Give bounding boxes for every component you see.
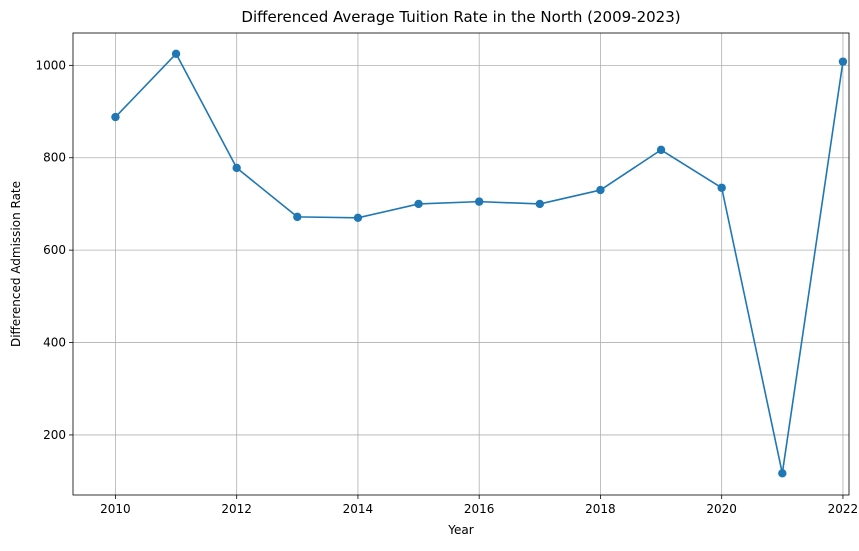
series-layer <box>111 49 848 478</box>
data-point <box>353 213 363 222</box>
x-tick-label: 2022 <box>828 502 859 516</box>
data-point <box>414 199 423 209</box>
y-tick-label: 1000 <box>35 58 66 72</box>
y-tick-label: 400 <box>43 336 66 350</box>
data-point <box>293 212 302 222</box>
grid-layer <box>73 33 849 495</box>
x-tick-label: 2020 <box>706 502 737 516</box>
y-tick-label: 800 <box>43 151 66 165</box>
data-point <box>838 57 848 66</box>
data-point <box>656 145 666 155</box>
plot-frame <box>72 32 850 496</box>
data-point <box>717 183 726 192</box>
data-point <box>232 163 241 173</box>
data-point <box>778 469 787 478</box>
y-axis-label: Differenced Admission Rate <box>9 181 23 347</box>
x-tick-label: 2010 <box>100 502 131 516</box>
ticks-layer: 2010 2012 2014 2016 2018 2020 2022 200 400 600 800… <box>35 58 858 516</box>
data-point <box>596 185 605 195</box>
data-point <box>171 49 181 58</box>
data-point <box>474 197 484 206</box>
x-tick-label: 2018 <box>585 502 616 516</box>
data-point <box>111 112 120 122</box>
chart-title: Differenced Average Tuition Rate in the … <box>241 8 680 26</box>
x-tick-label: 2016 <box>464 502 495 516</box>
x-axis-label: Year <box>447 523 473 537</box>
x-tick-label: 2014 <box>343 502 374 516</box>
x-tick-label: 2012 <box>221 502 252 516</box>
y-tick-label: 600 <box>43 243 66 257</box>
data-point <box>535 199 545 209</box>
y-tick-label: 200 <box>43 428 66 442</box>
